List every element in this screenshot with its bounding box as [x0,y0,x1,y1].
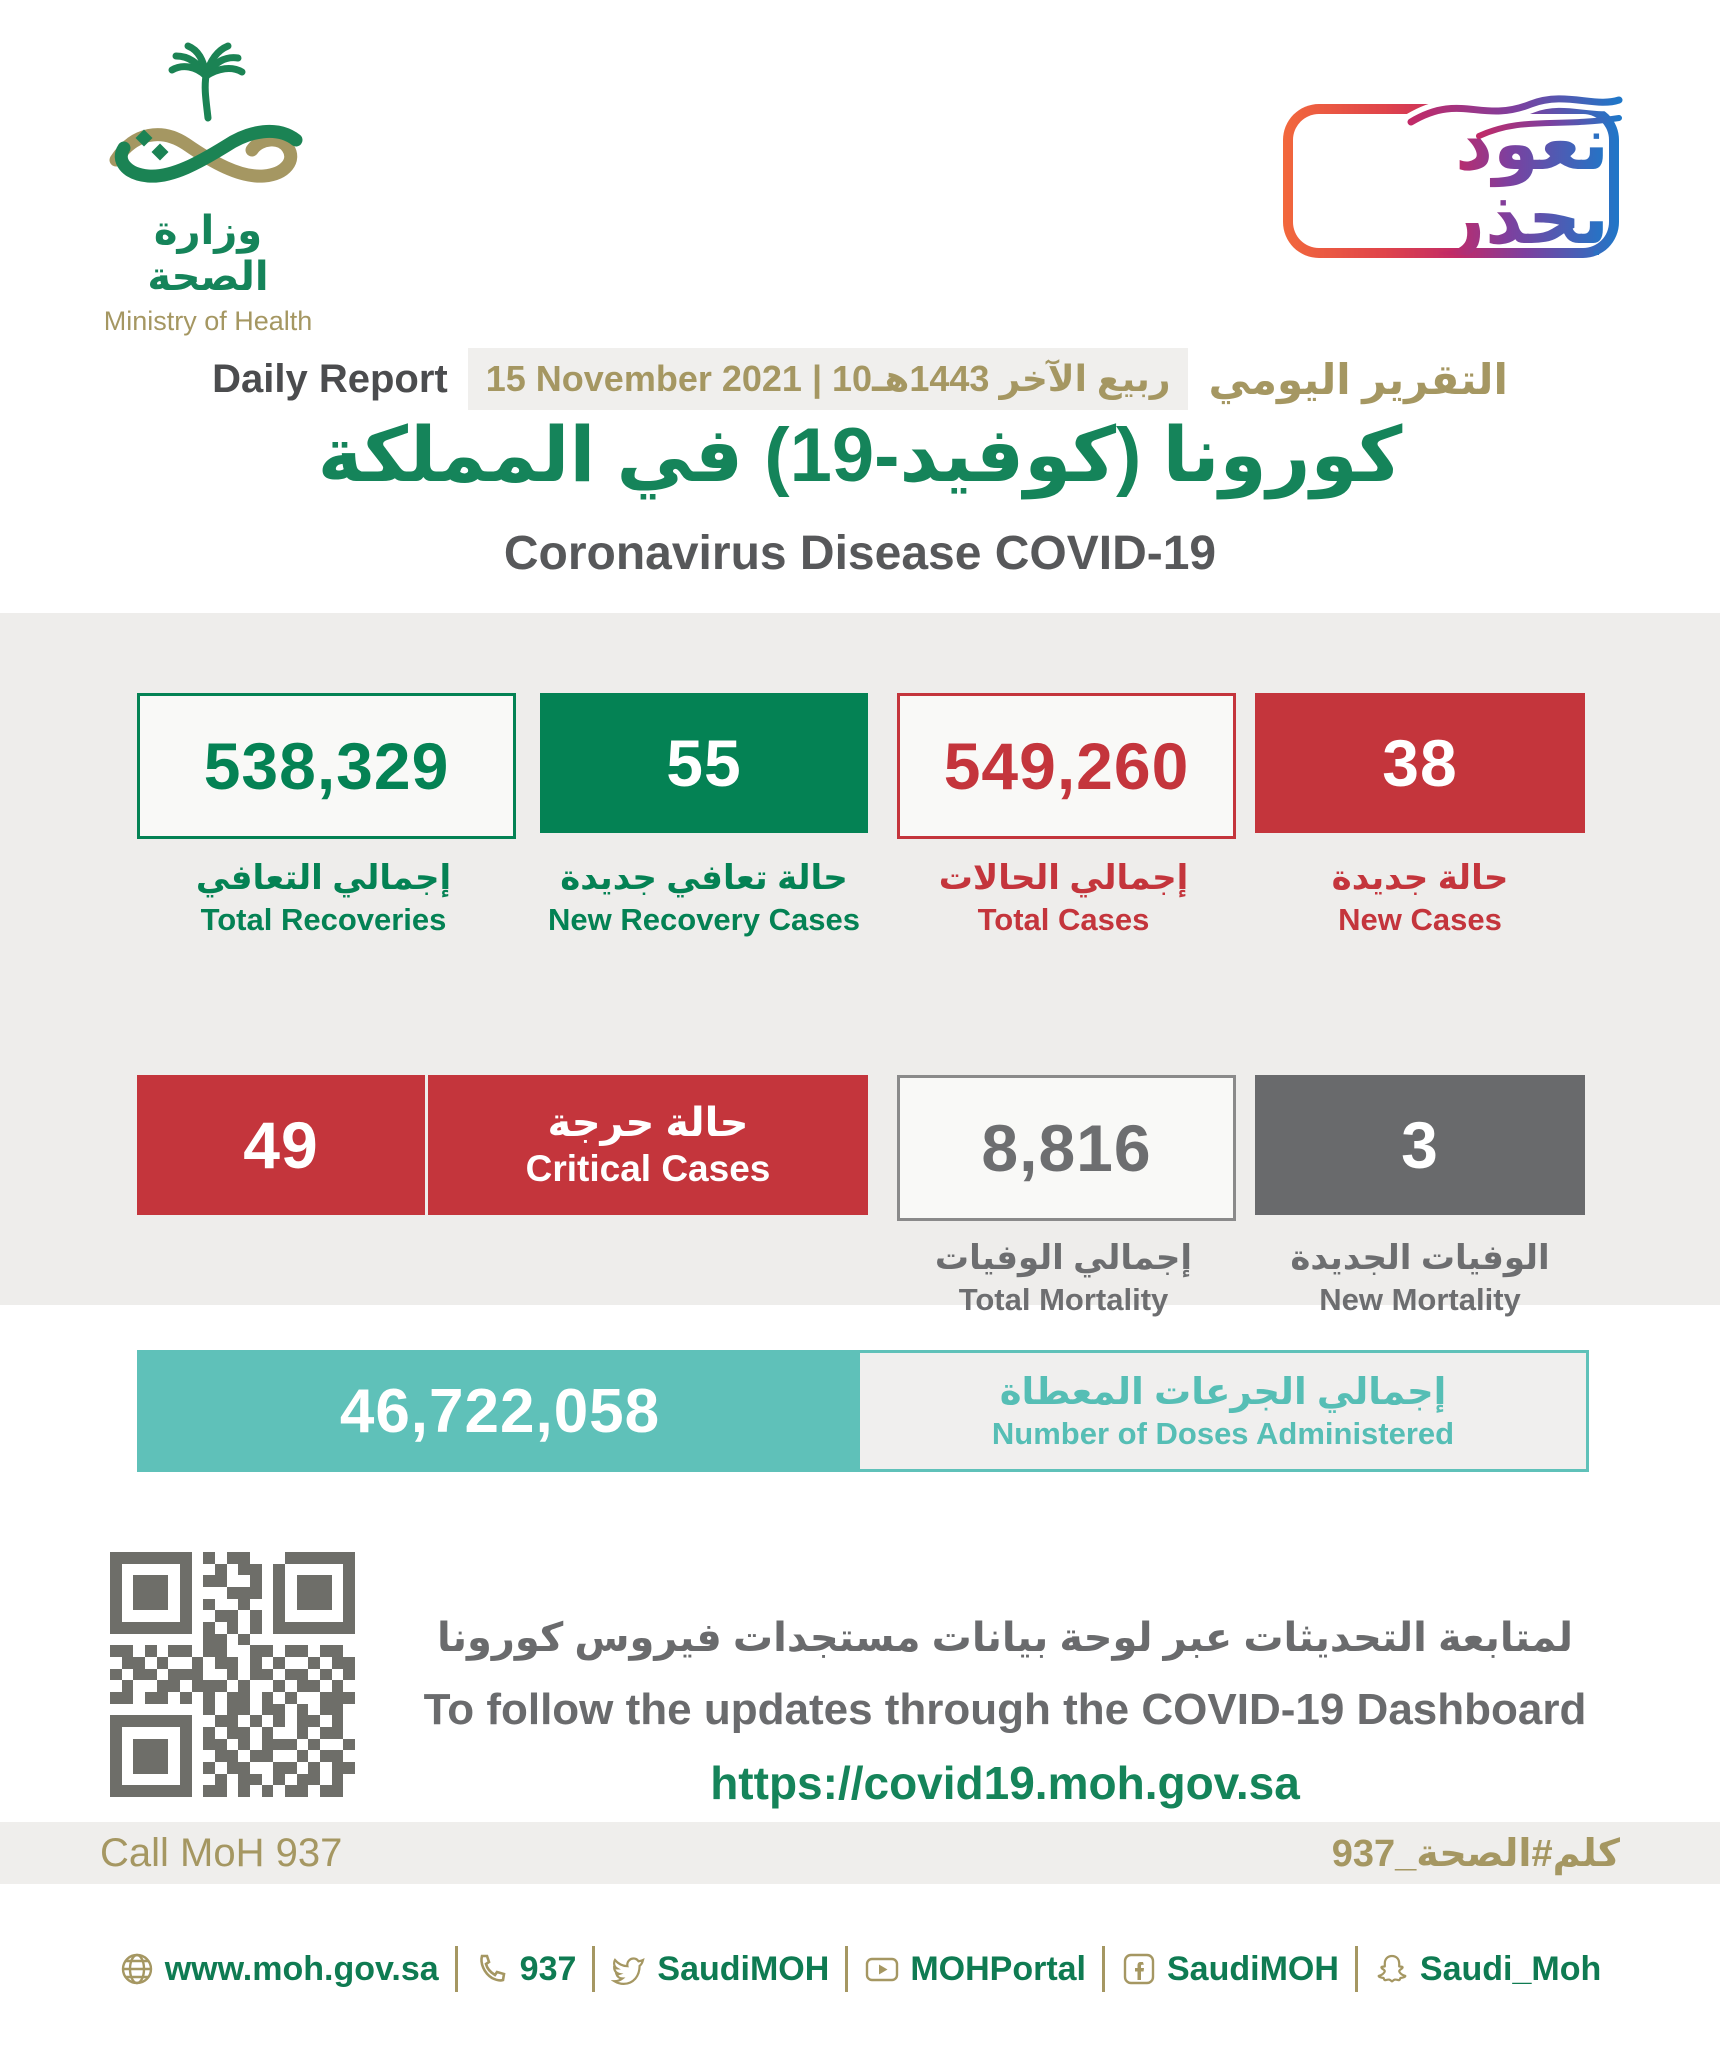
new-mortality-value: 3 [1401,1108,1439,1182]
phone-icon [479,1954,506,1982]
total-recoveries-label: إجمالي التعافي Total Recoveries [195,859,452,938]
facebook-icon [1123,1953,1155,1985]
page-title-en: Coronavirus Disease COVID-19 [503,527,1217,580]
call-band: Call MoH 937 كلم#الصحة_937 [0,1822,1720,1884]
footer-separator [592,1946,596,1992]
badge-text: نعود بحذر [1293,107,1609,255]
globe-icon [121,1953,152,1985]
report-date: 15 November 2021 | 10ربيع الآخر 1443هـ [467,348,1189,410]
footer-phone-link[interactable]: 937 [474,1950,576,1989]
doses-value: 46,722,058 [339,1376,661,1446]
footer-separator [1102,1946,1105,1992]
footer-separator [845,1946,849,1992]
total-mortality-card: 8,816 [897,1075,1236,1221]
doses-label-ar: إجمالي الجرعات المعطاة [999,1370,1447,1412]
qr-code [110,1552,355,1797]
moh-logo-icon [109,42,302,183]
critical-cases-value-card: 49 [137,1075,425,1215]
total-recoveries-value: 538,329 [203,729,450,803]
doses-label-en: Number of Doses Administered [991,1415,1455,1451]
footer-facebook-link[interactable]: SaudiMOH [1121,1950,1339,1989]
footer-links: www.moh.gov.sa 937 SaudiMOH MOHPortal [0,1946,1720,1992]
call-moh-ar: كلم#الصحة_937 [1331,1832,1620,1875]
dashboard-text-en: To follow the updates through the COVID-… [423,1685,1587,1734]
footer-youtube-link[interactable]: MOHPortal [864,1950,1086,1989]
dashboard-url-link[interactable]: https://covid19.moh.gov.sa [710,1757,1300,1809]
new-cases-label: حالة جديدة New Cases [1331,859,1509,938]
new-cases-value: 38 [1382,726,1458,800]
total-cases-label: إجمالي الحالات Total Cases [938,859,1189,938]
footer-separator [1354,1946,1358,1992]
new-recoveries-label: حالة تعافي جديدة New Recovery Cases [548,859,860,938]
report-header-line: Daily Report 15 November 2021 | 10ربيع ا… [0,348,1720,410]
total-recoveries-card: 538,329 [137,693,516,839]
footer-separator [454,1946,458,1992]
daily-report-label-ar: التقرير اليومي [1208,355,1508,403]
moh-logo-title-en: Ministry of Health [103,306,313,336]
new-mortality-label: الوفيات الجديدة New Mortality [1290,1239,1550,1318]
new-recoveries-card: 55 [540,693,868,833]
daily-report-label-en: Daily Report [212,356,448,401]
footer-twitter-link[interactable]: SaudiMOH [611,1950,829,1989]
new-recoveries-value: 55 [666,726,742,800]
dashboard-text-ar: لمتابعة التحديثات عبر لوحة بيانات مستجدا… [436,1616,1574,1660]
total-mortality-label: إجمالي الوفيات Total Mortality [934,1239,1193,1318]
twitter-icon [611,1957,646,1986]
new-cases-card: 38 [1255,693,1585,833]
total-mortality-value: 8,816 [981,1111,1152,1185]
moh-logo: وزارة الصحة Ministry of Health [88,36,328,337]
badge-swoosh-icon [1406,89,1623,139]
page-title-ar: كورونا (كوفيد-19) في المملكة [317,413,1403,498]
critical-cases-value: 49 [243,1108,319,1182]
call-moh-en: Call MoH 937 [100,1830,343,1875]
critical-cases-label-card: حالة حرجة Critical Cases [428,1075,868,1215]
total-cases-card: 549,260 [897,693,1236,839]
snapchat-icon [1377,1954,1407,1983]
return-with-caution-badge: نعود بحذر [1283,89,1623,258]
footer-website-link[interactable]: www.moh.gov.sa [119,1950,439,1989]
youtube-icon [866,1957,899,1982]
new-mortality-card: 3 [1255,1075,1585,1215]
footer-snapchat-link[interactable]: Saudi_Moh [1374,1950,1601,1989]
critical-cases-label-ar: حالة حرجة [547,1100,749,1145]
moh-logo-title-ar: وزارة الصحة [147,209,269,299]
total-cases-value: 549,260 [943,729,1190,803]
doses-administered-bar: 46,722,058 إجمالي الجرعات المعطاة Number… [137,1350,1589,1472]
critical-cases-label-en: Critical Cases [525,1147,771,1189]
